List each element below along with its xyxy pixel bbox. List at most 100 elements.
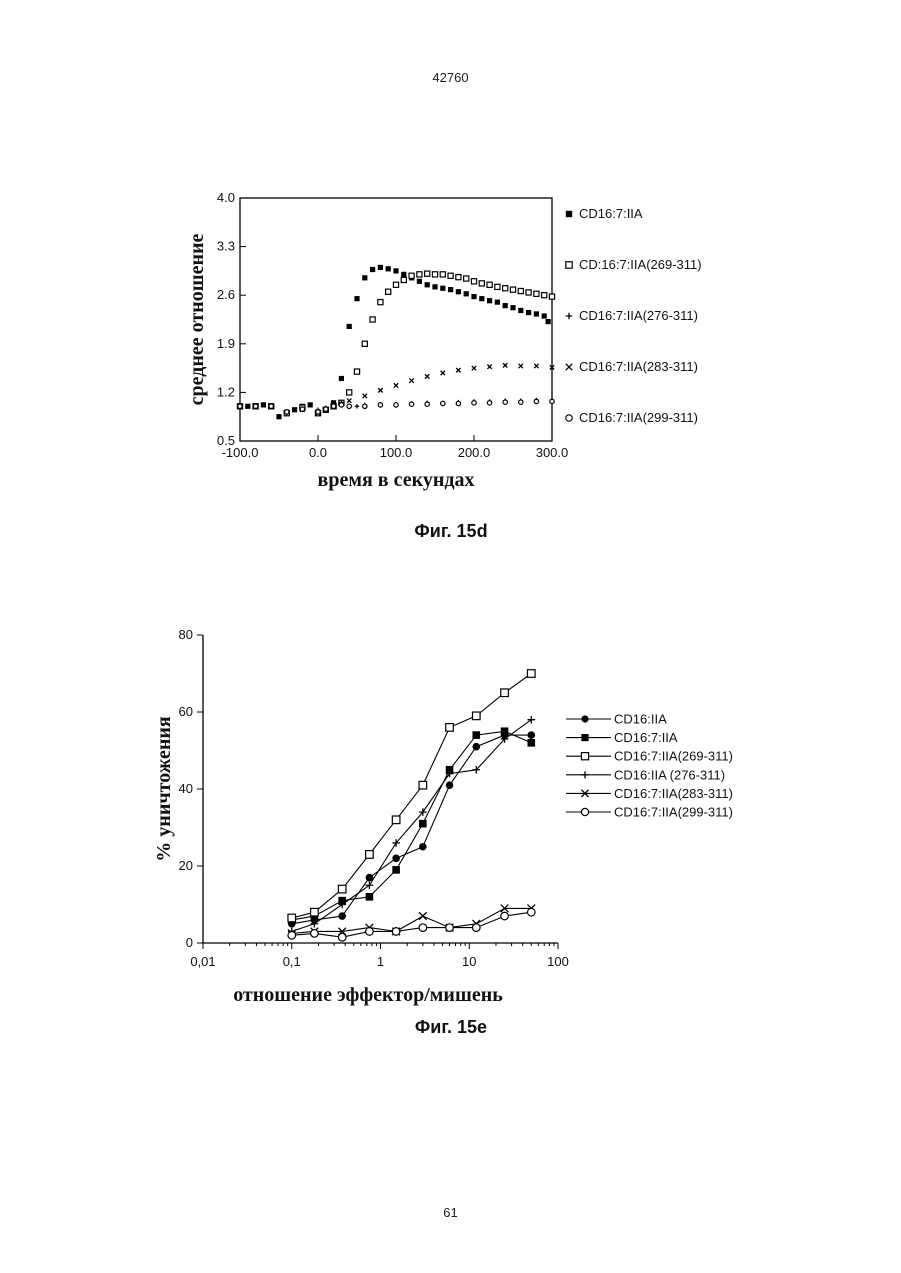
data-point — [378, 388, 382, 392]
data-point — [471, 294, 476, 299]
data-point — [419, 912, 427, 920]
data-point — [503, 286, 508, 291]
data-point — [362, 275, 367, 280]
data-point — [441, 371, 445, 375]
legend-label: CD16:IIA — [614, 712, 667, 727]
data-point — [393, 268, 398, 273]
data-point — [354, 296, 359, 301]
data-point — [527, 739, 535, 747]
data-point — [479, 296, 484, 301]
data-point — [363, 394, 367, 398]
series-line — [292, 720, 532, 932]
data-point — [292, 407, 297, 412]
series-4 — [288, 905, 535, 938]
data-point — [366, 851, 374, 859]
data-point — [487, 298, 492, 303]
data-point — [392, 855, 400, 863]
data-point — [363, 404, 367, 408]
data-point — [288, 914, 296, 922]
data-point — [456, 401, 460, 405]
page-number-footer: 61 — [0, 1205, 901, 1220]
data-point — [441, 401, 445, 405]
data-point — [425, 271, 430, 276]
data-point — [503, 363, 507, 367]
data-point — [472, 366, 476, 370]
y-tick-label: 20 — [179, 858, 193, 873]
data-point — [542, 313, 547, 318]
data-point — [425, 282, 430, 287]
data-point — [534, 399, 538, 403]
y-axis-title: % уничтожения — [153, 716, 175, 862]
chart-15e: 0204060800,010,1110100отношение эффектор… — [0, 620, 901, 1040]
data-point — [526, 310, 531, 315]
y-tick-label: 4.0 — [217, 190, 235, 205]
data-point — [324, 407, 328, 411]
data-point — [311, 930, 319, 938]
data-point — [448, 273, 453, 278]
data-point — [495, 300, 500, 305]
data-point — [425, 402, 429, 406]
data-point — [339, 376, 344, 381]
figure-caption: Фиг. 15e — [415, 1017, 487, 1037]
x-tick-label: 100 — [547, 954, 569, 969]
data-point — [370, 317, 375, 322]
data-point — [527, 731, 535, 739]
data-point — [409, 273, 414, 278]
data-point — [519, 364, 523, 368]
data-point — [355, 404, 359, 408]
figure-caption: Фиг. 15d — [414, 521, 487, 541]
legend-marker — [566, 211, 572, 217]
x-tick-label: 10 — [462, 954, 476, 969]
series-line — [292, 674, 532, 919]
data-point — [519, 400, 523, 404]
legend-marker — [581, 715, 588, 722]
data-point — [510, 287, 515, 292]
data-point — [316, 410, 320, 414]
series-5 — [288, 908, 535, 941]
data-point — [276, 414, 281, 419]
data-point — [440, 286, 445, 291]
data-point — [339, 403, 343, 407]
legend-label: CD16:7:IIA — [614, 730, 678, 745]
data-point — [456, 275, 461, 280]
y-tick-label: 2.6 — [217, 287, 235, 302]
data-point — [503, 303, 508, 308]
data-point — [464, 276, 469, 281]
data-point — [472, 731, 480, 739]
data-point — [288, 932, 296, 940]
legend-marker — [566, 262, 572, 268]
legend-label: CD:16:7:IIA(269-311) — [579, 257, 702, 272]
data-point — [487, 282, 492, 287]
data-point — [285, 410, 289, 414]
legend-label: CD16:7:IIA(299-311) — [614, 805, 733, 820]
data-point — [366, 881, 374, 889]
y-tick-label: 60 — [179, 704, 193, 719]
data-point — [253, 404, 257, 408]
data-point — [419, 820, 427, 828]
data-point — [370, 267, 375, 272]
y-tick-label: 40 — [179, 781, 193, 796]
series-line — [292, 735, 532, 924]
data-point — [479, 281, 484, 286]
data-point — [394, 383, 398, 387]
y-tick-label: 1.9 — [217, 336, 235, 351]
x-axis-title: отношение эффектор/мишень — [233, 984, 503, 1006]
legend-marker — [581, 808, 588, 815]
data-point — [472, 924, 480, 932]
data-point — [472, 743, 480, 751]
series-2 — [288, 670, 535, 922]
legend-label: CD16:7:IIA — [579, 206, 643, 221]
x-tick-label: 1 — [377, 954, 384, 969]
data-point — [487, 401, 491, 405]
series-0 — [288, 731, 535, 927]
x-axis-title: время в секундах — [318, 469, 475, 491]
data-point — [495, 284, 500, 289]
legend-marker — [566, 364, 572, 370]
x-tick-label: 0,1 — [283, 954, 301, 969]
data-point — [401, 277, 406, 282]
legend-label: CD16:7:IIA(276-311) — [579, 308, 698, 323]
x-tick-label: 0.0 — [309, 445, 327, 460]
series-3 — [288, 716, 535, 935]
data-point — [419, 924, 427, 932]
data-point — [471, 279, 476, 284]
